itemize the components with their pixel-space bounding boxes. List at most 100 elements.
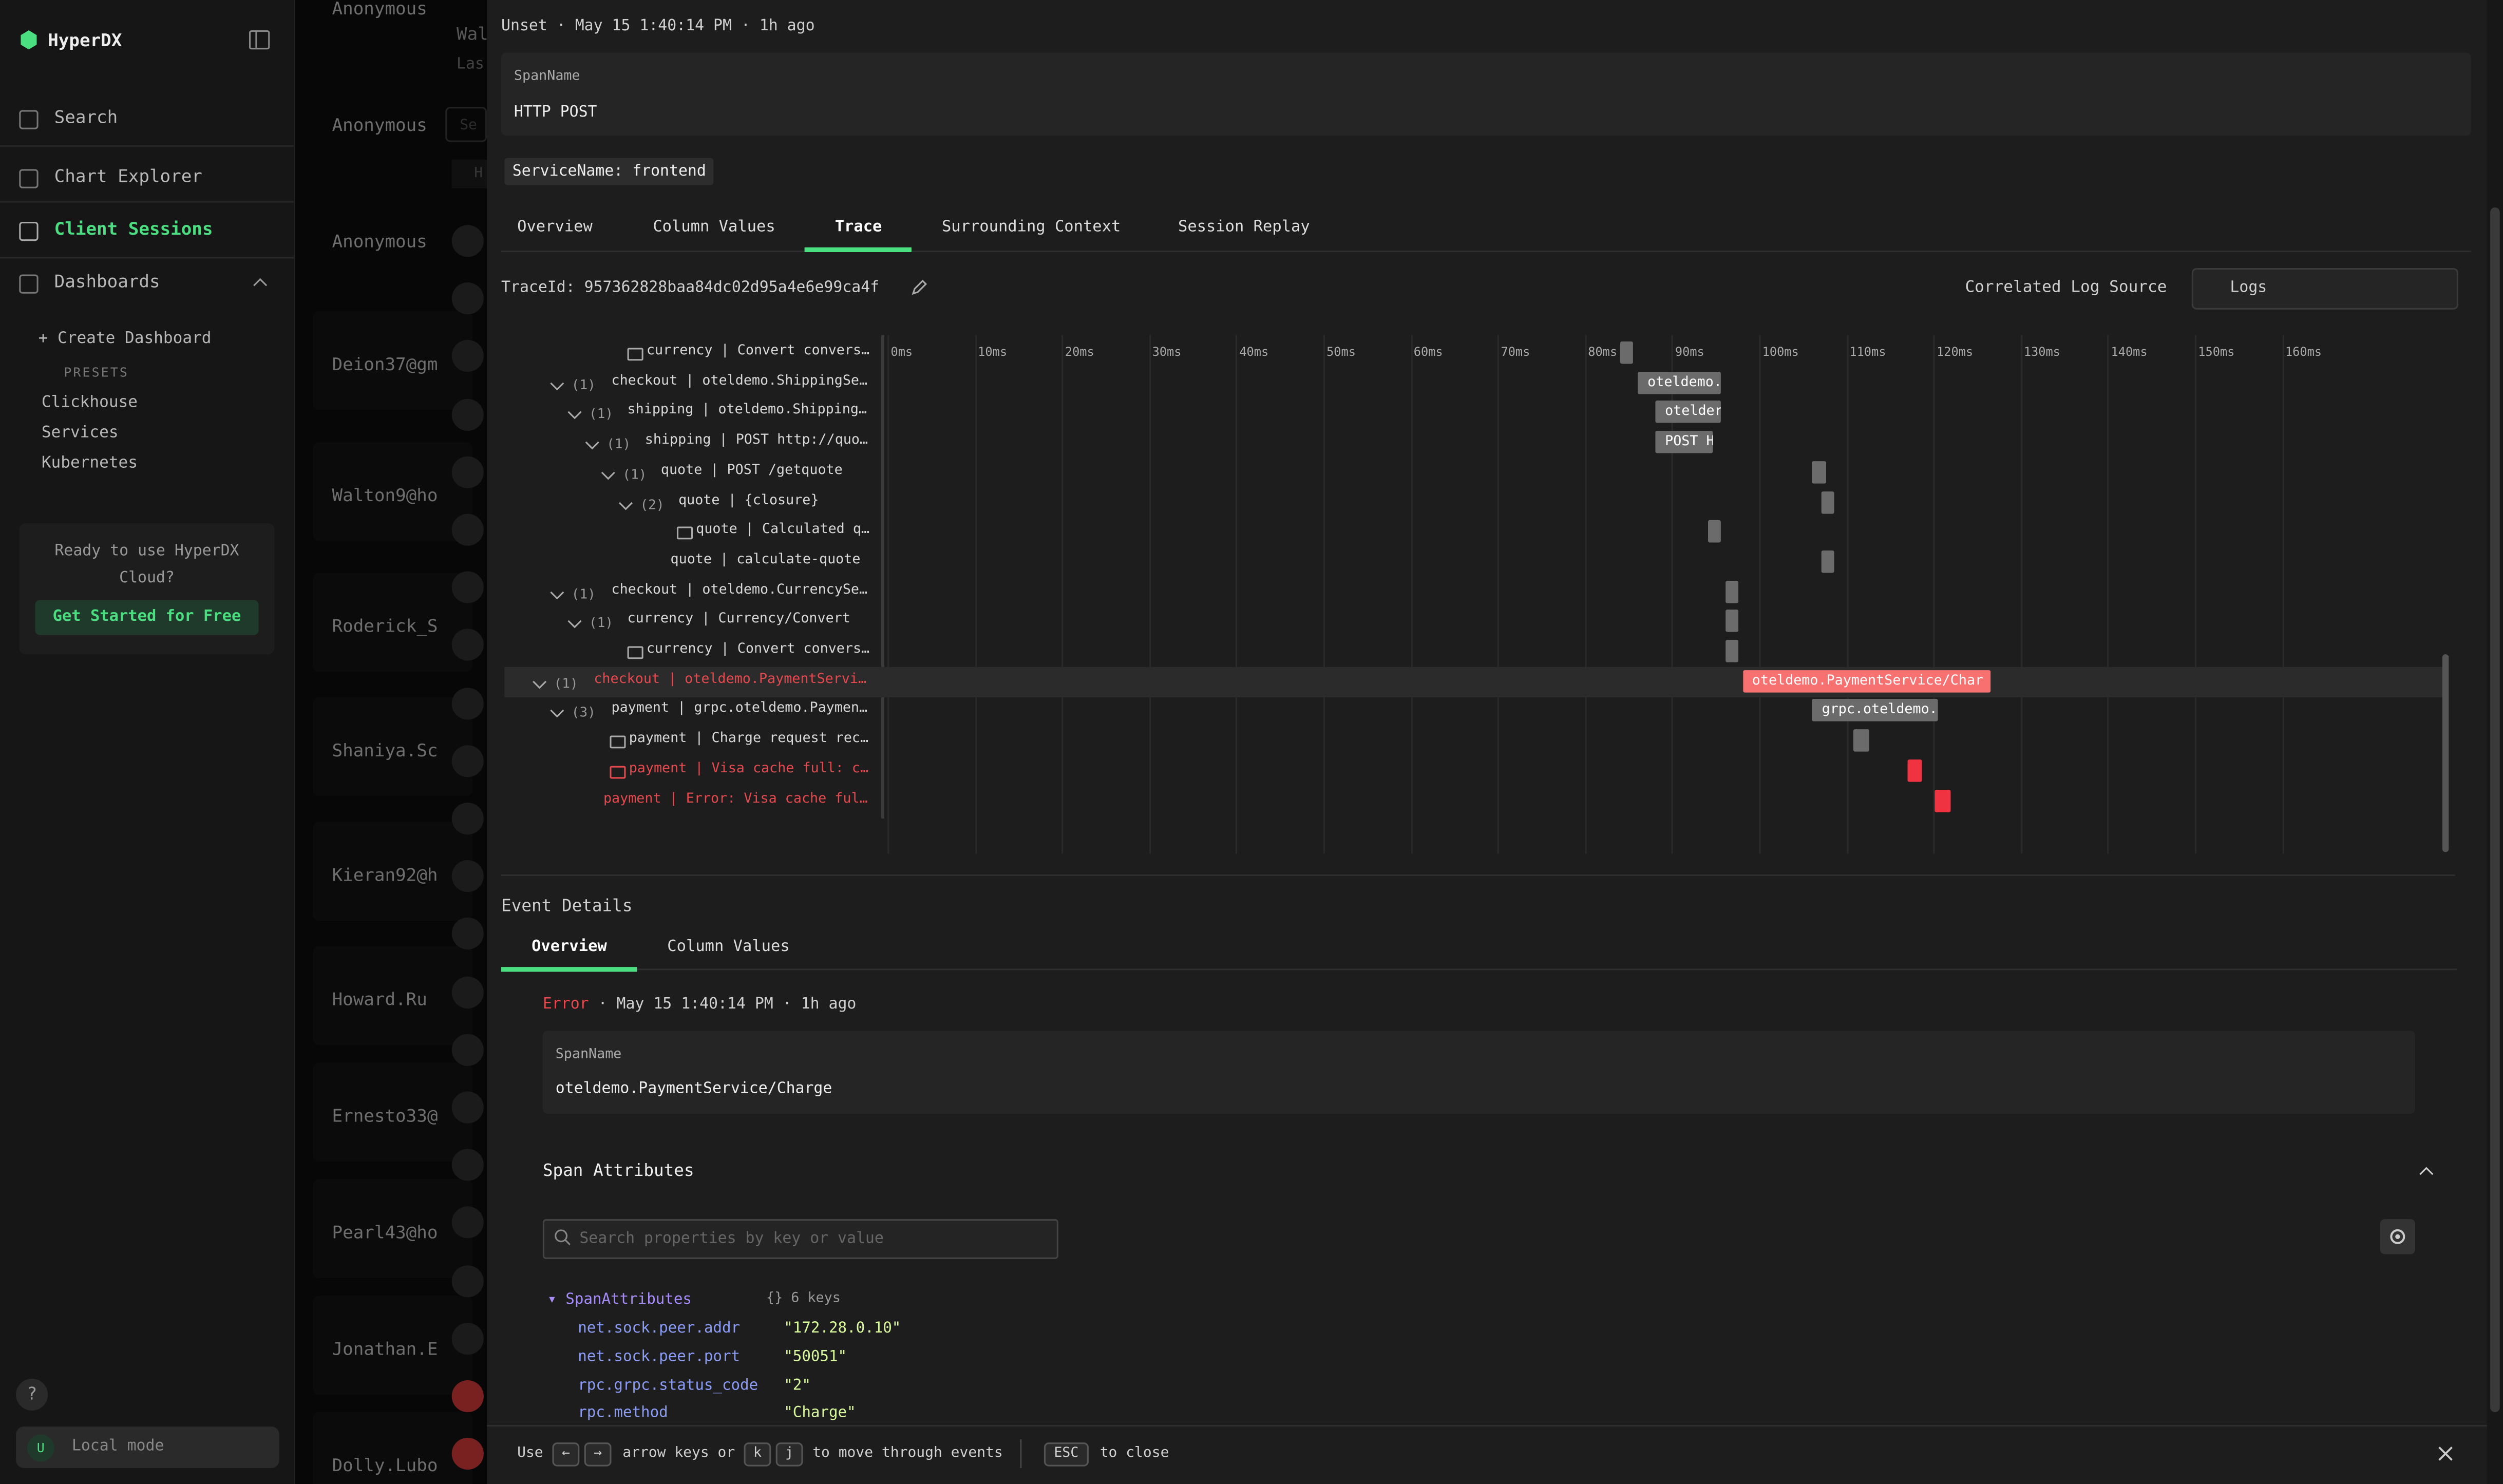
chevron[interactable] — [584, 439, 600, 452]
user[interactable]: Anonymous — [332, 231, 427, 252]
span-label[interactable]: quote | calculate-quote — [670, 551, 861, 568]
tick-label: 0ms — [890, 345, 913, 359]
row-highlight — [504, 666, 2444, 697]
collapse-icon[interactable] — [249, 30, 270, 50]
span-bar[interactable]: grpc.oteldemo. — [1812, 699, 1939, 722]
span-label[interactable]: checkout | oteldemo.PaymentServi… — [594, 671, 867, 688]
user[interactable]: Anonymous — [332, 115, 427, 136]
span-bar[interactable]: otelder — [1655, 401, 1721, 424]
user[interactable]: Anonymous — [332, 0, 427, 20]
span-bar[interactable] — [1821, 550, 1835, 573]
span-name-box — [542, 1031, 2416, 1114]
span-bar[interactable] — [1821, 490, 1834, 513]
span-bar[interactable]: oteldemo. — [1638, 371, 1721, 394]
user[interactable]: Roderick_S — [332, 616, 438, 637]
help-button[interactable]: ? — [16, 1378, 48, 1411]
tab[interactable]: Surrounding Context — [941, 218, 1121, 236]
chevron[interactable] — [618, 499, 634, 511]
create-dashboard[interactable]: + Create Dashboard — [38, 330, 212, 348]
chevron[interactable] — [566, 618, 582, 631]
span-label[interactable]: quote | Calculated q… — [696, 522, 870, 538]
span-label[interactable]: payment | Visa cache full: c… — [629, 760, 869, 777]
user[interactable]: Deion37@gm — [332, 354, 438, 375]
span-bar[interactable]: POST H — [1655, 431, 1713, 453]
chevron[interactable] — [532, 678, 547, 691]
tab[interactable]: Trace — [835, 218, 882, 236]
card — [313, 573, 473, 672]
tab[interactable]: Column Values — [653, 218, 775, 236]
collapse-icon[interactable] — [2418, 1165, 2434, 1177]
chevron[interactable] — [549, 379, 565, 392]
scrollbar[interactable] — [2442, 654, 2449, 852]
span-label[interactable]: checkout | oteldemo.CurrencySe… — [611, 581, 868, 598]
pin-icon — [451, 860, 484, 892]
span-bar[interactable] — [1620, 341, 1634, 364]
preset[interactable]: Services — [41, 424, 119, 442]
tab-border — [501, 250, 2471, 252]
tab[interactable]: Column Values — [667, 938, 790, 956]
grid-line — [2195, 335, 2197, 854]
promo-button[interactable]: Get Started for Free — [35, 600, 259, 635]
log-source-select[interactable] — [2191, 268, 2458, 310]
span-bar[interactable] — [1853, 729, 1869, 752]
preset[interactable]: Kubernetes — [41, 454, 138, 472]
settings-button[interactable] — [2380, 1219, 2416, 1254]
divider — [0, 145, 294, 147]
pane-divider — [881, 335, 885, 819]
logo — [21, 30, 37, 50]
span-label[interactable]: shipping | POST http://quo… — [644, 432, 868, 449]
user[interactable]: Ernesto33@ — [332, 1106, 438, 1127]
span-label[interactable]: checkout | oteldemo.ShippingSe… — [611, 373, 868, 389]
span-label[interactable]: quote | {closure} — [678, 492, 819, 508]
span-label[interactable]: currency | Convert convers… — [646, 641, 870, 658]
close-button[interactable] — [2438, 1445, 2454, 1461]
span-label[interactable]: quote | POST /getquote — [660, 462, 843, 479]
span-bar[interactable] — [1908, 759, 1922, 782]
span-label[interactable]: payment | Error: Visa cache ful… — [603, 790, 868, 807]
chevron[interactable] — [252, 276, 268, 289]
root-key[interactable]: ▾ SpanAttributes — [547, 1290, 692, 1309]
span-label[interactable]: payment | grpc.oteldemo.Paymen… — [611, 701, 868, 717]
span-bar[interactable] — [1934, 789, 1950, 812]
user[interactable]: Howard.Ru — [332, 989, 427, 1011]
user-bar[interactable] — [16, 1426, 279, 1468]
user[interactable]: Pearl43@ho — [332, 1222, 438, 1243]
span-label[interactable]: currency | Convert convers… — [646, 343, 870, 359]
chevron[interactable] — [549, 588, 565, 601]
user[interactable]: Dolly.Lubo — [332, 1455, 438, 1476]
tab[interactable]: H — [451, 159, 487, 188]
chevron[interactable] — [566, 409, 582, 422]
nav-item[interactable]: Client Sessions — [54, 218, 213, 240]
search-input[interactable] — [542, 1219, 1058, 1259]
nav-item[interactable]: Dashboards — [54, 271, 160, 292]
chevron[interactable] — [600, 469, 616, 482]
span-bar[interactable] — [1812, 461, 1827, 483]
span-label[interactable]: currency | Currency/Convert — [627, 612, 850, 628]
event-title: Event Details — [501, 897, 633, 916]
overlay[interactable] — [295, 0, 487, 1484]
span-label[interactable]: shipping | oteldemo.Shipping… — [627, 403, 867, 419]
tab[interactable]: Overview — [517, 218, 593, 236]
tab[interactable]: Overview — [532, 938, 607, 956]
span-bar[interactable] — [1725, 610, 1738, 633]
nav-item[interactable]: Search — [54, 107, 118, 128]
span-bar[interactable]: oteldemo.PaymentService/Char — [1742, 670, 1991, 692]
preset[interactable]: Clickhouse — [41, 394, 138, 412]
user[interactable]: Shaniya.Sc — [332, 740, 438, 762]
span-bar[interactable] — [1725, 640, 1738, 662]
span-count: (1) — [571, 376, 596, 392]
span-bar[interactable] — [1708, 520, 1721, 543]
tick-label: 50ms — [1326, 345, 1356, 359]
edit-icon[interactable] — [912, 279, 927, 295]
service-tag[interactable]: ServiceName: frontend — [504, 158, 714, 185]
user[interactable]: Jonathan.E — [332, 1339, 438, 1360]
chevron[interactable] — [549, 708, 565, 720]
nav-item[interactable]: Chart Explorer — [54, 166, 202, 187]
search-input[interactable]: Se — [445, 107, 487, 142]
tab[interactable]: Session Replay — [1178, 218, 1310, 236]
span-bar[interactable] — [1725, 580, 1738, 603]
user[interactable]: Walton9@ho — [332, 485, 438, 506]
user[interactable]: Kieran92@h — [332, 865, 438, 886]
span-label[interactable]: payment | Charge request rec… — [629, 731, 869, 747]
